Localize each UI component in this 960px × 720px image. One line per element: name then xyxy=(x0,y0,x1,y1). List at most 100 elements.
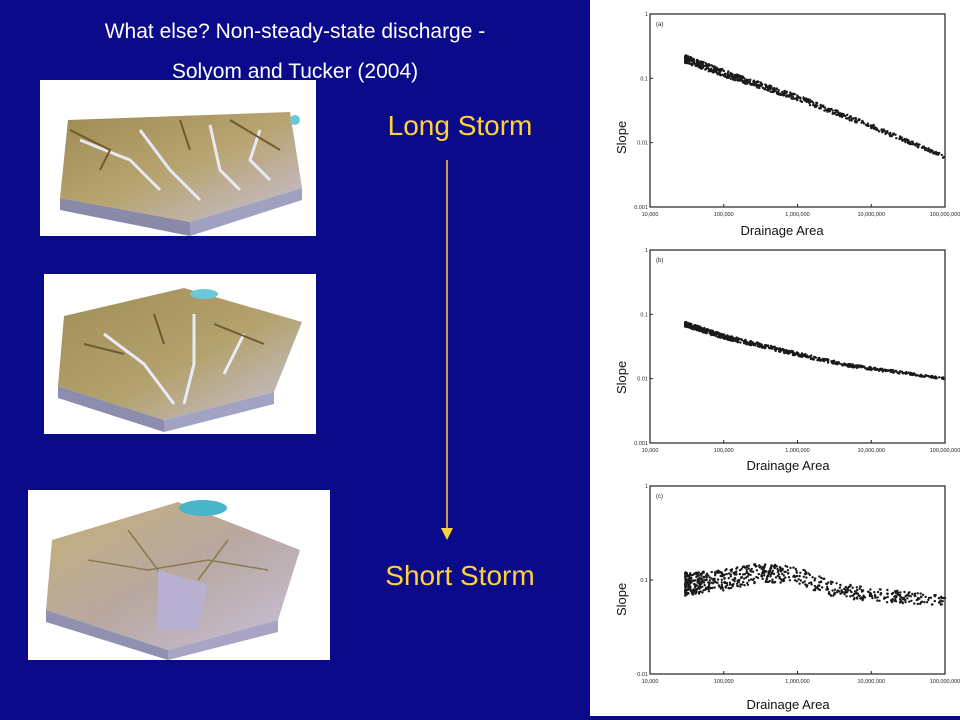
data-point xyxy=(695,575,698,579)
data-point xyxy=(745,570,749,573)
scatter-points xyxy=(684,563,947,606)
data-point xyxy=(749,573,752,577)
data-point xyxy=(727,335,731,338)
data-point xyxy=(931,149,934,152)
data-point xyxy=(705,64,708,68)
data-point xyxy=(875,128,878,131)
data-point xyxy=(744,79,747,82)
data-point xyxy=(740,79,744,82)
data-point xyxy=(805,354,809,357)
data-point xyxy=(859,597,863,600)
data-point xyxy=(869,126,873,129)
data-point xyxy=(735,582,739,585)
data-point xyxy=(881,370,884,373)
data-point xyxy=(827,107,831,111)
data-point xyxy=(710,570,713,574)
data-point xyxy=(783,570,786,573)
data-point xyxy=(789,566,792,570)
data-point xyxy=(686,578,689,581)
data-point xyxy=(873,593,877,597)
data-point xyxy=(898,598,902,601)
data-point xyxy=(737,75,741,78)
data-point xyxy=(713,586,716,589)
data-point xyxy=(913,594,916,597)
data-point xyxy=(858,594,861,598)
data-point xyxy=(776,567,779,571)
data-point xyxy=(725,568,728,571)
y-tick-label: 0.01 xyxy=(637,377,648,383)
data-point xyxy=(737,580,740,584)
data-point xyxy=(713,571,717,574)
data-point xyxy=(930,603,934,606)
data-point xyxy=(879,592,883,595)
data-point xyxy=(797,578,800,581)
data-point xyxy=(727,70,730,73)
data-point xyxy=(832,594,835,597)
x-tick-label: 100,000 xyxy=(714,212,734,218)
data-point xyxy=(693,586,697,589)
data-point xyxy=(763,572,766,575)
data-point xyxy=(684,322,687,325)
data-point xyxy=(730,583,734,587)
data-point xyxy=(686,57,689,60)
data-point xyxy=(792,92,795,96)
data-point xyxy=(819,103,822,107)
data-point xyxy=(915,598,918,602)
data-point xyxy=(715,66,718,69)
data-point xyxy=(939,599,942,602)
data-point xyxy=(855,120,858,124)
data-point xyxy=(895,595,898,598)
data-point xyxy=(810,100,814,103)
data-point xyxy=(894,598,897,601)
data-point xyxy=(813,355,816,359)
x-tick-label: 100,000 xyxy=(714,679,734,685)
data-point xyxy=(848,119,851,122)
data-point xyxy=(892,132,895,136)
data-point xyxy=(779,581,782,584)
data-point xyxy=(686,580,690,583)
data-point xyxy=(887,369,890,372)
slide-title: What else? Non-steady-state discharge - … xyxy=(0,12,590,92)
data-point xyxy=(833,592,836,595)
data-point xyxy=(934,377,937,380)
data-point xyxy=(831,361,834,364)
data-point xyxy=(820,580,823,583)
data-point xyxy=(914,144,917,147)
data-point xyxy=(859,585,862,588)
data-point xyxy=(937,596,941,600)
panel-label: (a) xyxy=(656,22,663,28)
data-point xyxy=(842,114,846,117)
data-point xyxy=(804,583,807,586)
data-point xyxy=(763,346,767,349)
data-point xyxy=(795,571,798,574)
data-point xyxy=(746,575,749,578)
data-point xyxy=(908,591,911,594)
data-point xyxy=(693,325,697,329)
data-point xyxy=(888,132,891,136)
data-point xyxy=(850,363,853,366)
data-point xyxy=(759,345,762,348)
data-point xyxy=(738,569,742,572)
data-point xyxy=(785,95,788,98)
data-point xyxy=(766,575,769,578)
data-point xyxy=(797,352,800,355)
data-point xyxy=(821,357,824,361)
data-point xyxy=(849,583,852,587)
data-point xyxy=(907,139,910,142)
data-point xyxy=(916,602,919,606)
data-point xyxy=(720,68,723,71)
data-point xyxy=(697,573,700,576)
data-point xyxy=(829,580,833,583)
data-point xyxy=(771,580,774,583)
data-point xyxy=(870,594,874,598)
x-tick-label: 100,000 xyxy=(714,448,734,454)
data-point xyxy=(795,569,798,573)
data-point xyxy=(749,578,753,581)
data-point xyxy=(788,93,791,97)
data-point xyxy=(862,594,865,597)
data-point xyxy=(851,586,854,589)
short-storm-label: Short Storm xyxy=(385,560,535,591)
data-point xyxy=(879,368,883,371)
data-point xyxy=(718,70,722,74)
data-point xyxy=(750,567,753,571)
